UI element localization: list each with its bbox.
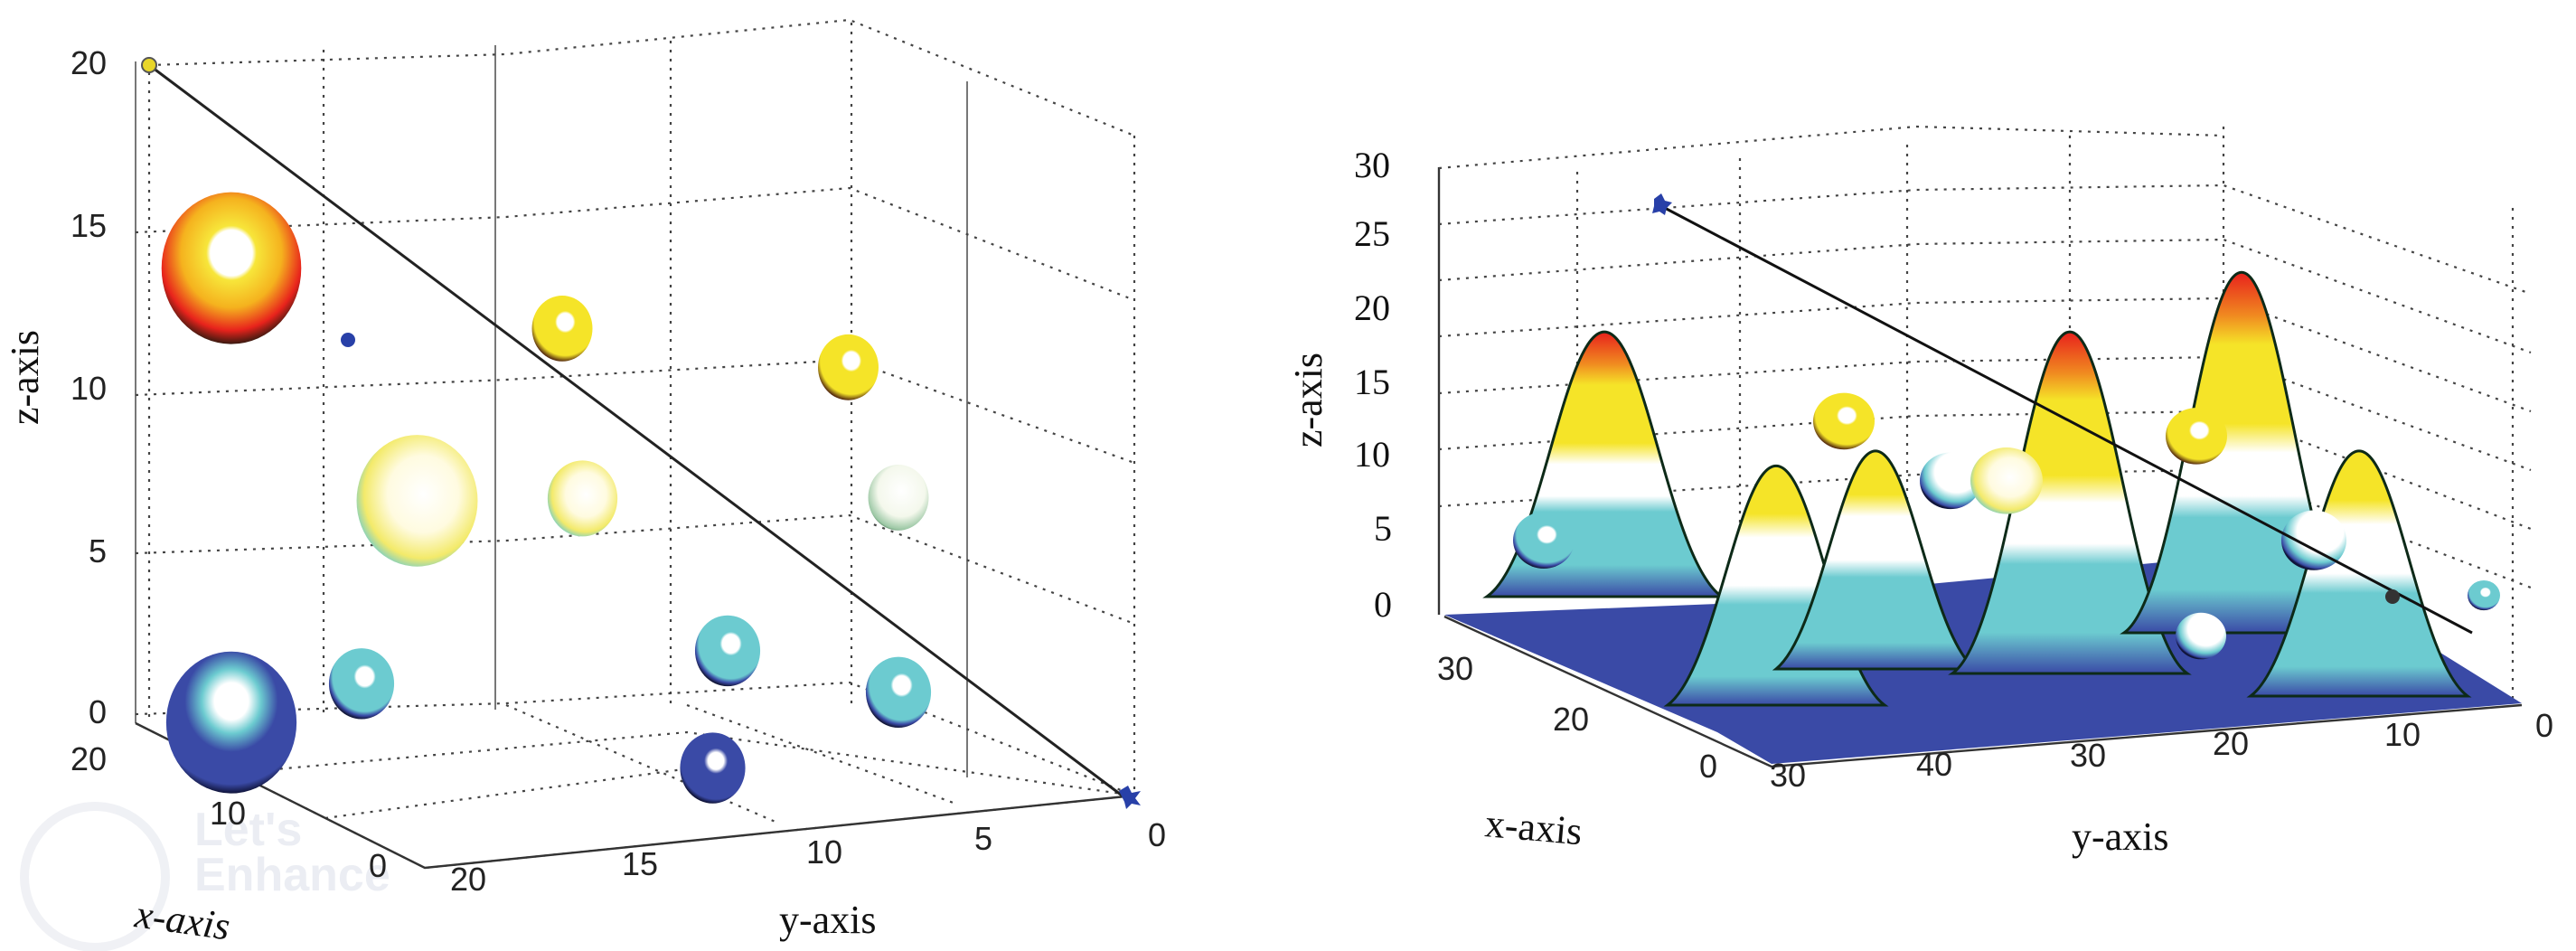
left-z-ticks: 20 15 10 5 0: [71, 44, 107, 730]
right-chart: 30 25 20 15 10 5 0 30 20 0 30 40 30 20 1…: [1286, 125, 2553, 859]
x-tick-label: 20: [1553, 701, 1589, 738]
line-mid-marker: [341, 333, 355, 347]
bubble-point: [356, 435, 478, 567]
bubble-point: [531, 296, 593, 362]
z-tick-label: 25: [1354, 213, 1390, 254]
watermark-text: Let's: [194, 804, 302, 856]
floor-axis-lines: [1443, 615, 2523, 768]
bubble-point: [694, 615, 761, 687]
watermark-text-2: Enhance: [194, 849, 390, 901]
sphere-marker: [2468, 579, 2500, 611]
bubble-point: [680, 732, 746, 804]
bubble-point: [868, 465, 929, 531]
grid-line: [135, 681, 1135, 797]
grid-line: [1438, 184, 2532, 296]
grid-line: [1438, 297, 2532, 413]
z-tick-label: 15: [71, 207, 107, 244]
left-chart: Let's Enhance: [3, 18, 1166, 951]
bubble-point: [328, 648, 395, 720]
x-tick-label: 0: [1699, 748, 1717, 785]
grid-line: [1438, 355, 2532, 472]
z-tick-label: 5: [1374, 508, 1392, 549]
line-mid-marker: [2385, 589, 2400, 604]
grid-line: [135, 513, 1135, 626]
y-tick-label: 10: [806, 833, 842, 871]
y-tick-label: 20: [450, 861, 486, 898]
grid-line: [148, 18, 1135, 137]
y-tick-label: 15: [622, 845, 658, 882]
sphere-marker: [1970, 447, 2043, 514]
z-tick-label: 10: [71, 370, 107, 407]
z-tick-label: 0: [89, 693, 107, 730]
y-tick-label: 40: [1916, 746, 1952, 783]
line-start-marker: [141, 57, 157, 73]
y-tick-label: 5: [974, 820, 992, 857]
z-tick-label: 10: [1354, 434, 1390, 475]
sphere-marker: [2281, 510, 2346, 570]
sphere-marker: [1813, 392, 1875, 450]
grid-line: [135, 186, 1135, 302]
y-tick-label: 10: [2384, 716, 2421, 753]
left-spheres: [161, 192, 932, 804]
grid-line: [505, 703, 778, 824]
y-tick-label: 0: [1148, 816, 1166, 853]
sphere-marker: [2166, 408, 2227, 465]
left-y-ticks: 20 15 10 5 0: [450, 816, 1166, 898]
watermark-logo-icon: [20, 802, 170, 951]
z-tick-label: 0: [1374, 584, 1392, 625]
line-end-marker: [1119, 786, 1141, 809]
z-axis-label: z-axis: [1286, 353, 1330, 447]
right-z-ticks: 30 25 20 15 10 5 0: [1354, 145, 1392, 625]
bubble-point: [165, 651, 297, 794]
z-axis-label: z-axis: [3, 330, 47, 425]
x-tick-label: 30: [1437, 650, 1473, 687]
bubble-point: [865, 656, 932, 728]
y-axis-label: y-axis: [2072, 814, 2169, 859]
watermark: Let's Enhance: [20, 802, 390, 951]
y-tick-label: 30: [2070, 737, 2106, 774]
left-grid: [135, 18, 1136, 870]
z-tick-label: 5: [89, 532, 107, 570]
sphere-marker: [1920, 452, 1981, 510]
left-x-ticks: 20 10 0: [71, 740, 387, 884]
z-tick-label: 30: [1354, 145, 1390, 185]
z-tick-label: 20: [1354, 287, 1390, 328]
surface-peak: [1772, 449, 1979, 671]
grid-line: [234, 730, 1135, 797]
y-axis-label: y-axis: [779, 898, 877, 942]
y-tick-label: 20: [2213, 725, 2249, 762]
x-axis-label: x-axis: [1483, 801, 1584, 853]
grid-line: [1438, 238, 2532, 354]
z-tick-label: 20: [71, 44, 107, 81]
bubble-point: [547, 460, 618, 537]
sphere-marker: [1513, 512, 1575, 569]
y-tick-label: 30: [1770, 757, 1806, 794]
grid-line: [135, 358, 1135, 465]
grid-line: [1438, 125, 2224, 170]
right-y-ticks: 30 40 30 20 10 0: [1770, 707, 2553, 794]
diagonal-line: [1660, 204, 2473, 635]
z-tick-label: 15: [1354, 362, 1390, 402]
bubble-point: [818, 334, 879, 400]
right-x-ticks: 30 20 0: [1437, 650, 1717, 785]
x-tick-label: 0: [369, 847, 387, 884]
grid-line: [324, 762, 724, 820]
bubble-point: [161, 192, 302, 344]
diagonal-line: [148, 63, 1129, 802]
sphere-marker: [2176, 612, 2226, 660]
x-tick-label: 20: [71, 740, 107, 777]
x-tick-label: 10: [210, 795, 246, 832]
y-tick-label: 0: [2535, 707, 2553, 744]
right-spheres: [1513, 392, 2500, 660]
line-start-marker: [1652, 193, 1672, 215]
